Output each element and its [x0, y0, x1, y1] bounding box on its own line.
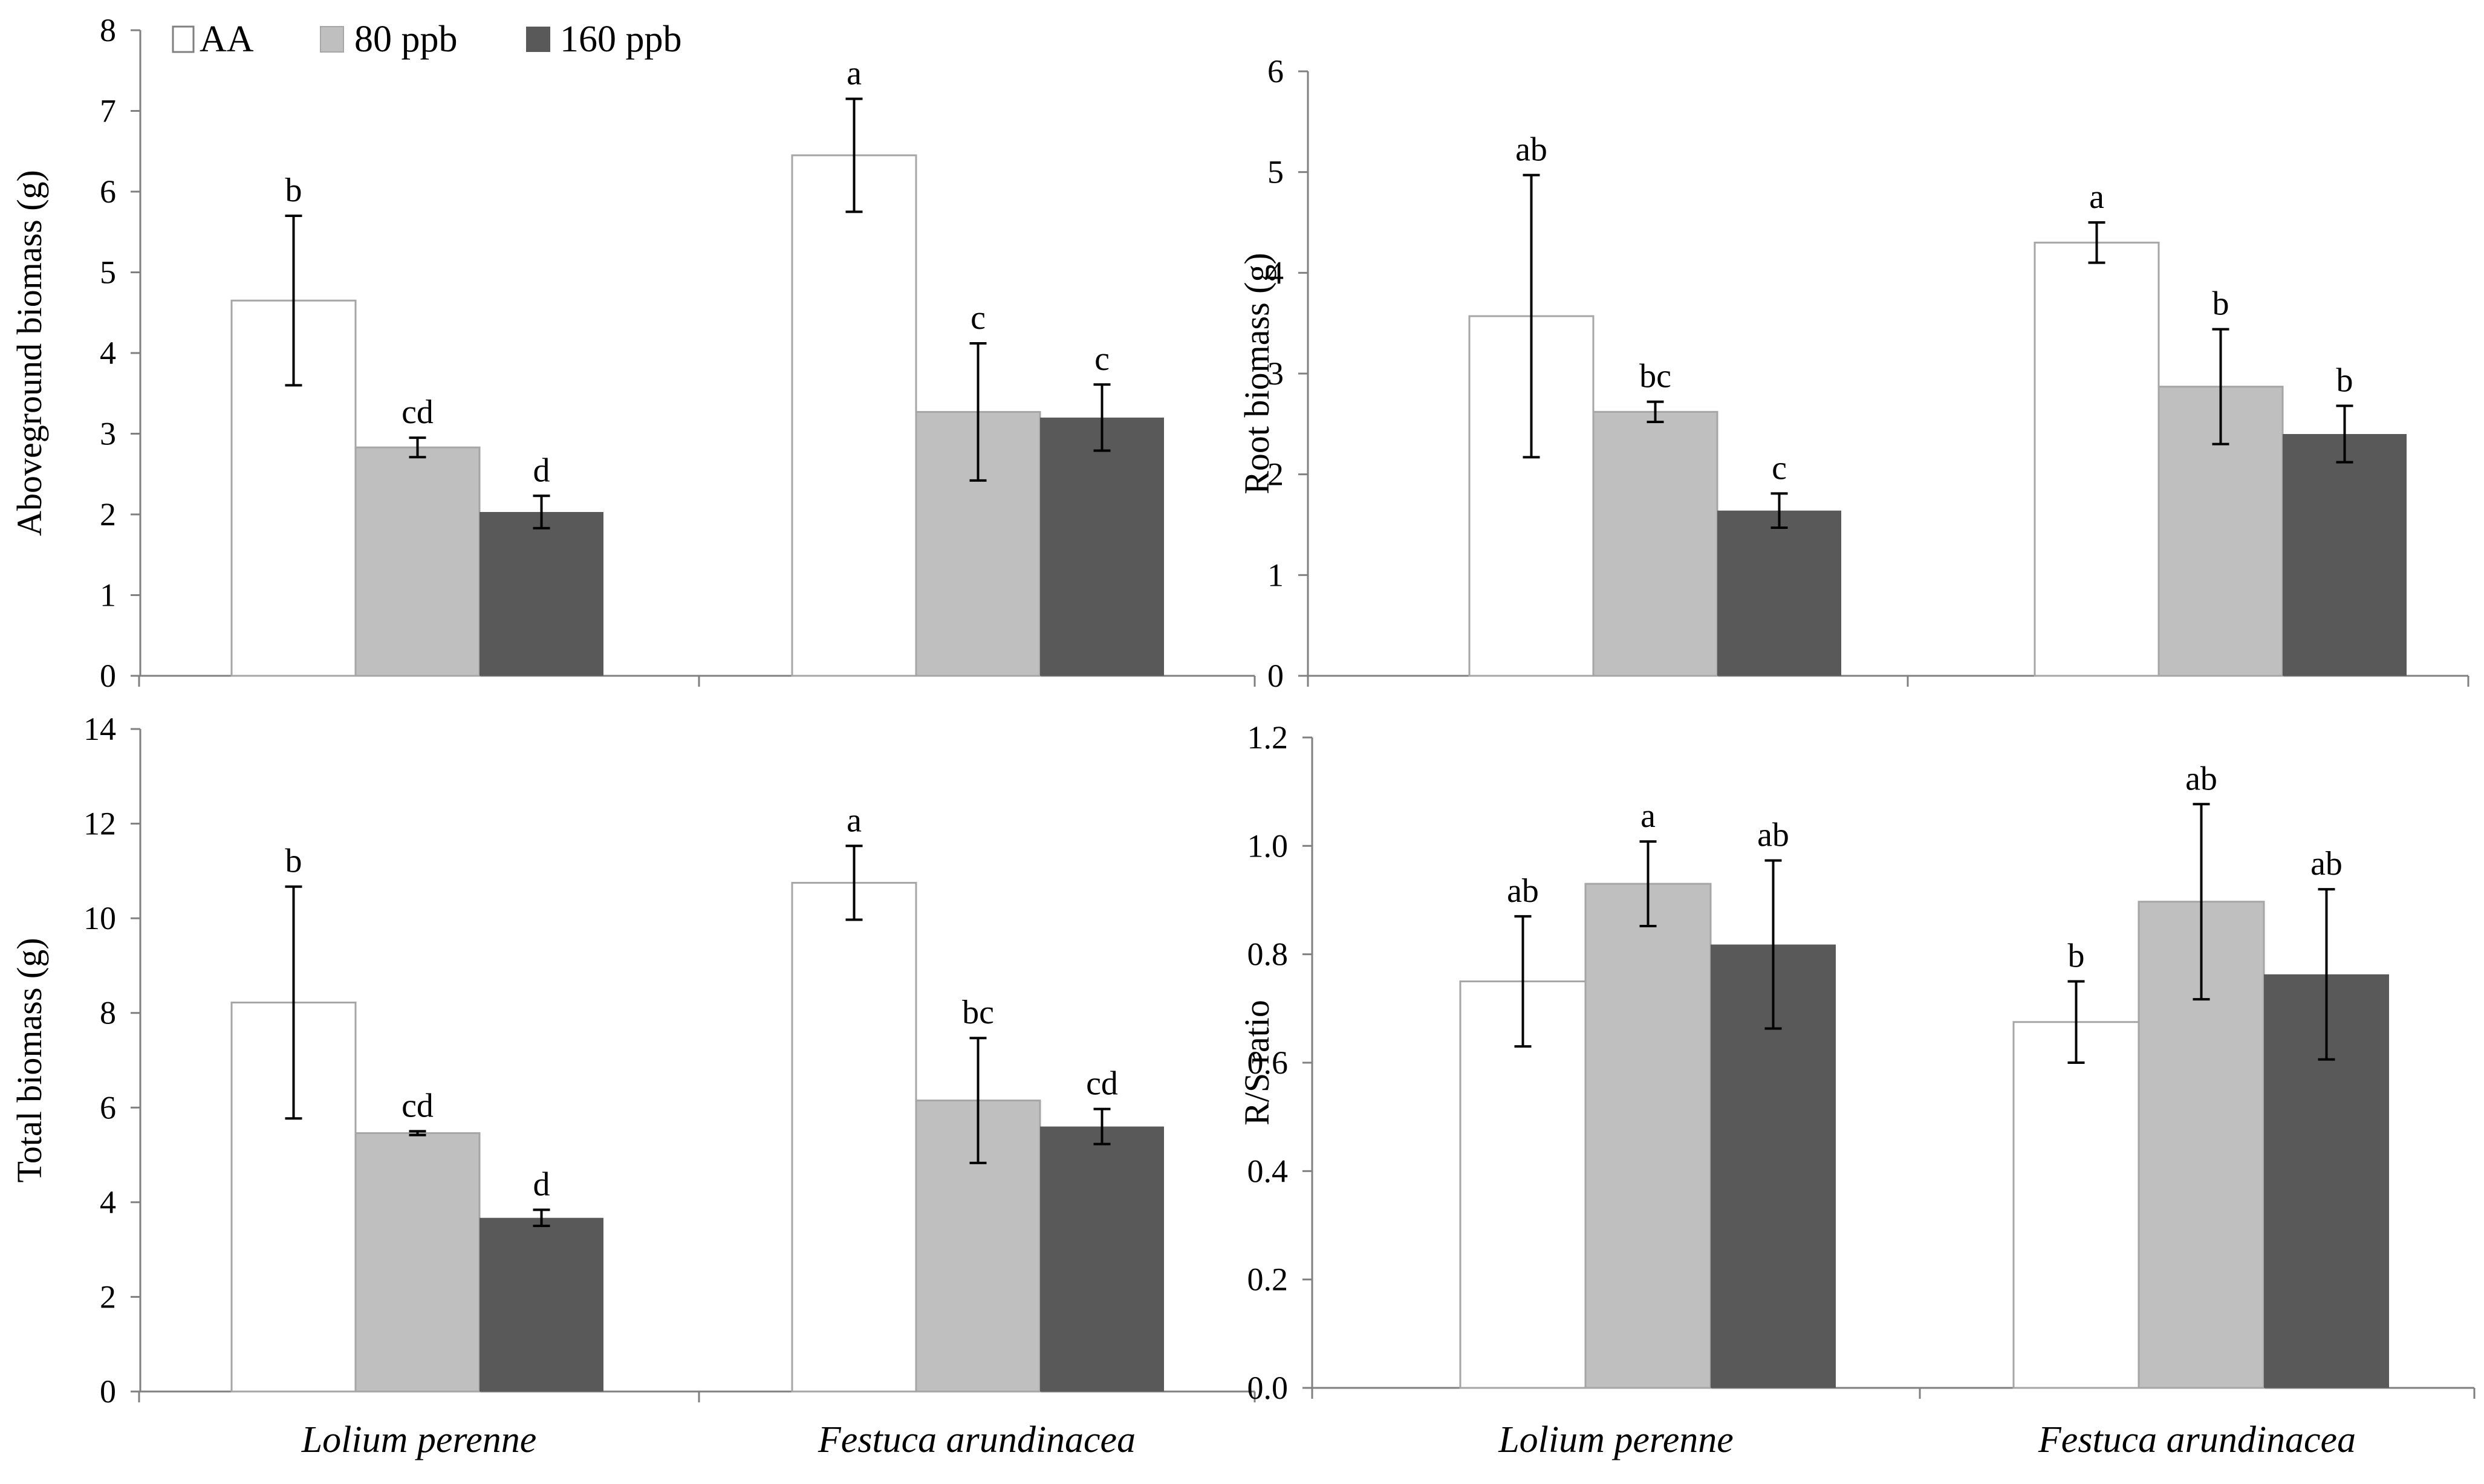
significance-label: a — [1640, 797, 1656, 835]
bar-160ppb — [480, 511, 603, 676]
legend-label-aa: AA — [200, 19, 254, 60]
bar-160ppb — [2283, 434, 2407, 676]
significance-label: d — [533, 1165, 550, 1203]
bar-80ppb — [354, 1132, 481, 1393]
significance-label: ab — [2310, 845, 2343, 883]
y-tick-label: 6 — [1267, 53, 1284, 89]
significance-label: bc — [1639, 358, 1671, 395]
legend-swatch-80ppb — [320, 26, 344, 53]
bar-160ppb — [1717, 510, 1841, 676]
y-tick-label: 2 — [1267, 456, 1284, 493]
y-axis-label: Aboveground biomass (g) — [10, 170, 49, 536]
significance-label: a — [847, 802, 862, 839]
y-tick-label: 8 — [100, 995, 116, 1031]
significance-label: c — [1772, 449, 1787, 487]
y-tick-label: 1 — [1267, 557, 1284, 593]
significance-label: ab — [1515, 131, 1547, 169]
significance-label: cd — [1086, 1065, 1118, 1103]
significance-label: a — [2089, 178, 2104, 216]
significance-label: b — [285, 172, 302, 209]
y-axis-label: Total biomass (g) — [10, 938, 49, 1182]
y-tick-label: 5 — [1267, 154, 1284, 190]
y-tick-label: 0 — [100, 1373, 116, 1410]
y-tick-label: 3 — [1267, 355, 1284, 392]
y-tick-label: 0.2 — [1247, 1262, 1289, 1298]
legend-entry-80ppb: 80 ppb — [320, 19, 458, 60]
y-tick-label: 14 — [83, 711, 116, 747]
bar-aa — [791, 881, 917, 1393]
bar-80ppb — [1584, 883, 1712, 1389]
significance-label: cd — [402, 1087, 434, 1124]
y-tick-label: 4 — [1267, 254, 1284, 291]
y-tick-label: 6 — [100, 173, 116, 210]
significance-label: ab — [1757, 817, 1789, 854]
y-tick-label: 0.0 — [1247, 1370, 1289, 1406]
bar-160ppb — [1040, 417, 1164, 676]
y-tick-label: 0.6 — [1247, 1045, 1289, 1081]
bar-aa — [2034, 241, 2160, 677]
legend-swatch-aa — [172, 25, 195, 53]
y-axis-label: R/S ratio — [1237, 1000, 1276, 1126]
category-label: Festuca arundinacea — [818, 1419, 1136, 1460]
legend-entry-aa: AA — [172, 19, 254, 60]
y-axis-label: Root biomass (g) — [1237, 253, 1276, 494]
category-label: Festuca arundinacea — [2038, 1419, 2356, 1460]
significance-label: c — [1094, 340, 1110, 378]
significance-label: b — [2068, 938, 2085, 975]
significance-label: ab — [1507, 872, 1539, 910]
significance-label: d — [533, 452, 550, 489]
significance-label: b — [2213, 285, 2229, 323]
legend-swatch-160ppb — [526, 27, 550, 52]
legend: AA 80 ppb 160 ppb — [172, 19, 682, 60]
y-tick-label: 1 — [100, 577, 116, 614]
category-label: Lolium perenne — [301, 1419, 537, 1460]
y-tick-label: 0 — [1267, 658, 1284, 694]
y-tick-label: 7 — [100, 93, 116, 129]
y-tick-label: 3 — [100, 416, 116, 452]
significance-label: a — [847, 54, 862, 92]
y-tick-label: 10 — [83, 900, 116, 936]
y-tick-label: 1.0 — [1247, 828, 1289, 864]
y-tick-label: 5 — [100, 254, 116, 291]
y-tick-label: 4 — [100, 1184, 116, 1220]
significance-label: bc — [962, 994, 994, 1031]
y-tick-label: 4 — [100, 335, 116, 371]
y-tick-label: 8 — [100, 12, 116, 48]
y-tick-label: 6 — [100, 1089, 116, 1126]
y-tick-label: 1.2 — [1247, 719, 1289, 756]
bar-aa — [791, 154, 917, 677]
significance-label: c — [971, 299, 986, 337]
significance-label: cd — [402, 394, 434, 431]
legend-label-160ppb: 160 ppb — [560, 19, 682, 60]
y-tick-label: 0 — [100, 658, 116, 694]
chart-rs_ratio: 0.0 0.2 0.4 0.6 0.8 1.0 1.2 R/S ratio ab b a ab ab ab… — [1237, 719, 2476, 1460]
bar-aa — [1459, 980, 1587, 1389]
chart-total: 0 2 4 6 8 10 12 14 Total biomass (g) b a cd bc d cd Lol… — [10, 711, 1256, 1460]
y-tick-label: 2 — [100, 496, 116, 533]
y-tick-label: 2 — [100, 1278, 116, 1315]
category-label: Lolium perenne — [1498, 1419, 1734, 1460]
y-tick-label: 12 — [83, 806, 116, 842]
significance-label: ab — [2185, 760, 2217, 797]
legend-label-80ppb: 80 ppb — [354, 19, 458, 60]
bar-160ppb — [1040, 1126, 1164, 1392]
legend-entry-160ppb: 160 ppb — [526, 19, 682, 60]
bar-80ppb — [1592, 410, 1718, 677]
y-tick-label: 0.4 — [1247, 1153, 1289, 1189]
significance-label: b — [285, 843, 302, 880]
y-tick-label: 0.8 — [1247, 936, 1289, 973]
bar-160ppb — [480, 1217, 603, 1392]
bar-aa — [2012, 1021, 2140, 1389]
bar-80ppb — [354, 446, 481, 677]
significance-label: b — [2336, 361, 2353, 399]
